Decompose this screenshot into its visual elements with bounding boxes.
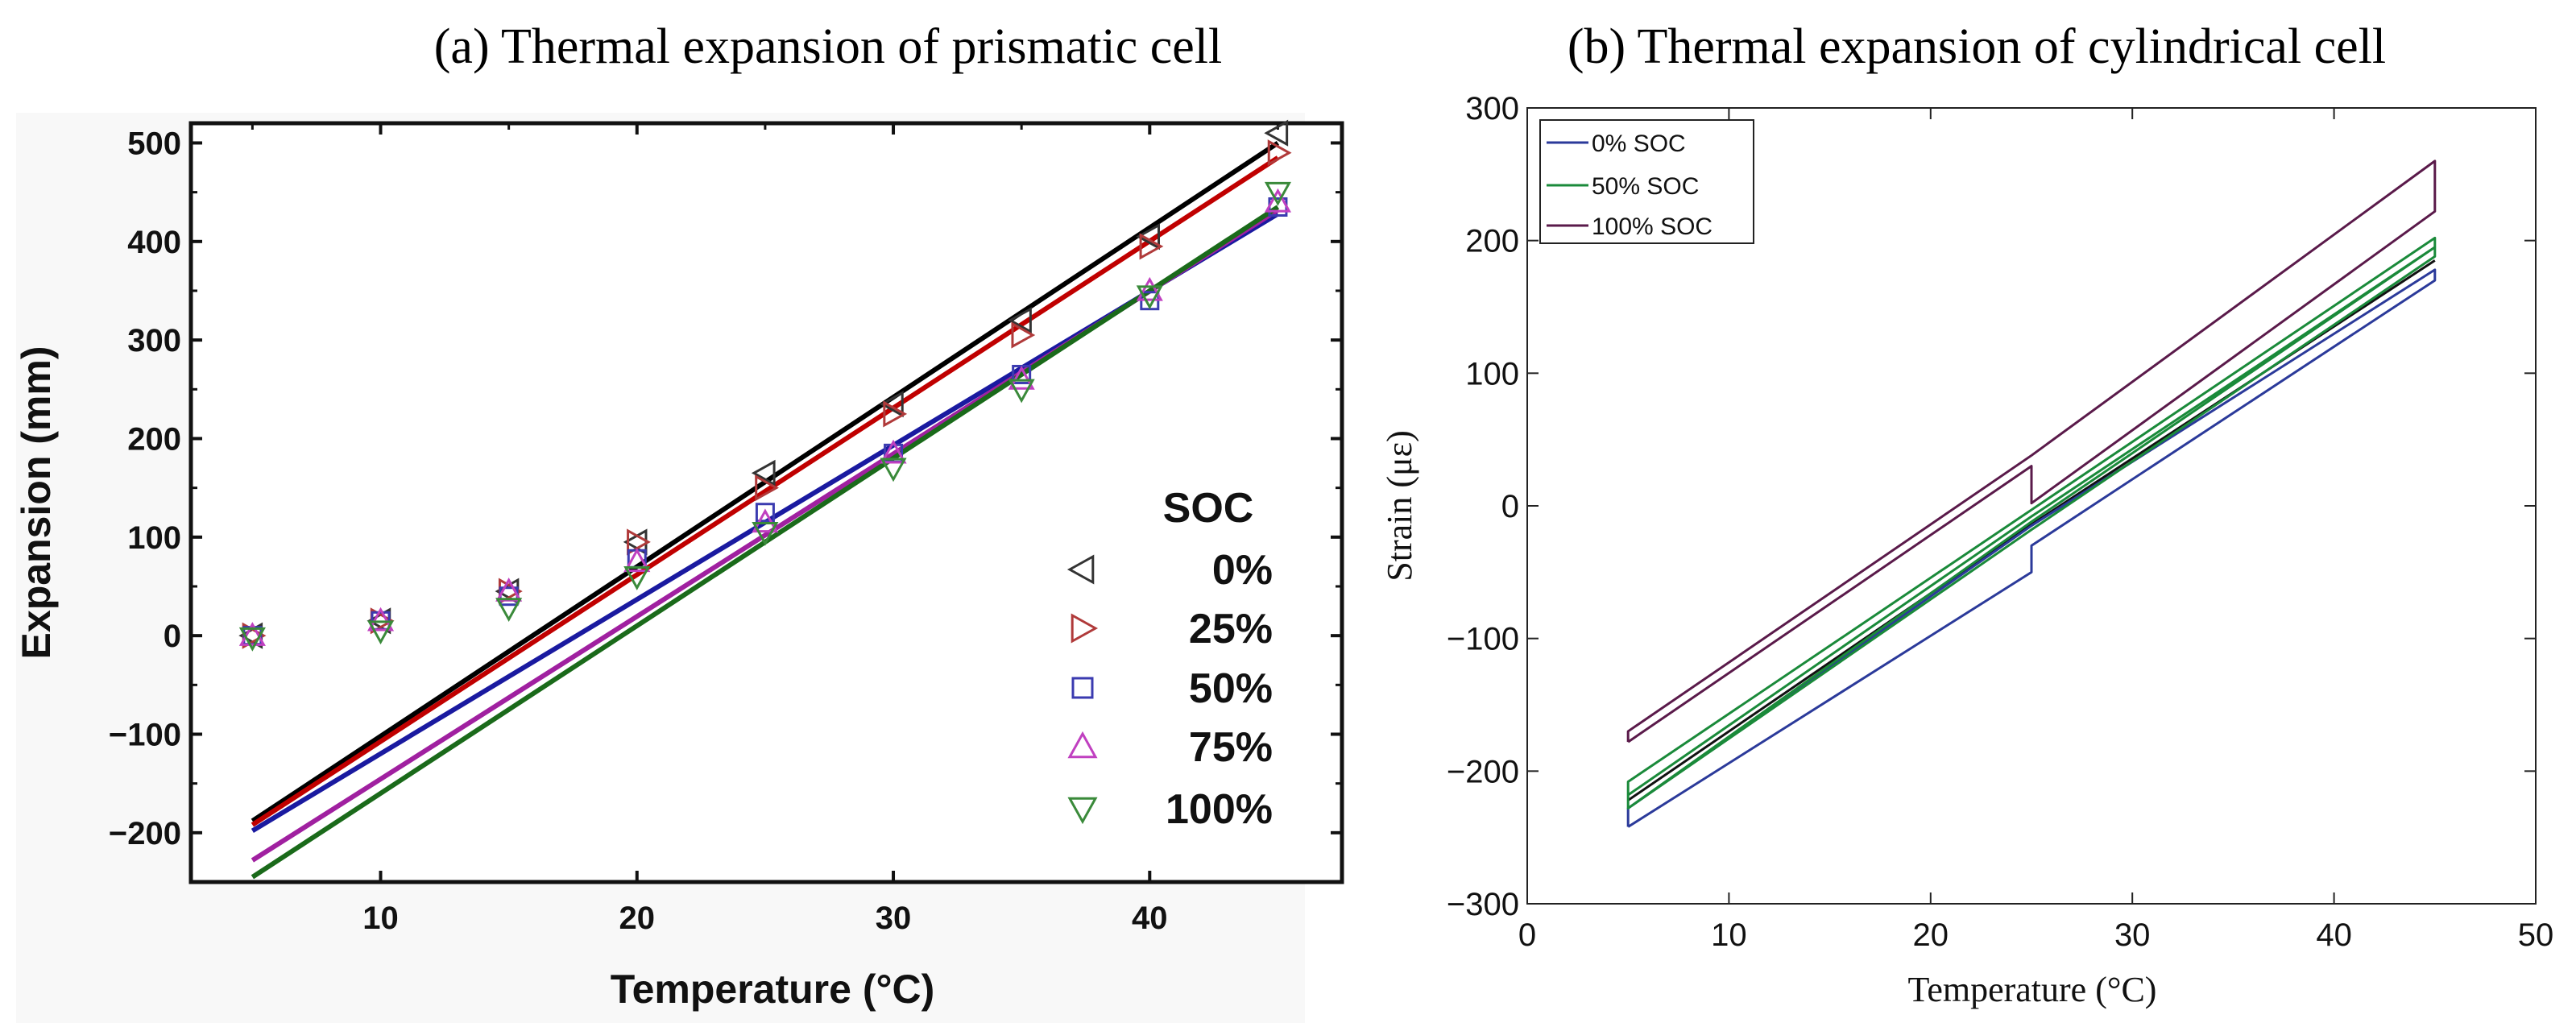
panel-a-y-axis-label: Expansion (mm) xyxy=(14,346,59,660)
panel-a-x-axis-label: Temperature (°C) xyxy=(611,967,934,1012)
y-tick-label: 200 xyxy=(127,421,181,457)
legend-label: 100% xyxy=(1166,786,1273,833)
y-tick-label: 100 xyxy=(1465,356,1519,391)
data-point-0pct xyxy=(1136,223,1161,251)
data-point-100pct xyxy=(623,566,651,590)
x-tick-label: 50 xyxy=(2518,917,2554,953)
x-tick-label: 10 xyxy=(1711,917,1747,953)
y-tick-label: 400 xyxy=(127,225,181,260)
data-point-100pct xyxy=(1008,379,1035,404)
y-tick-label: 0 xyxy=(1501,489,1519,524)
legend-label: 75% xyxy=(1189,724,1273,771)
y-tick-label: 0 xyxy=(164,619,181,654)
data-point-100pct xyxy=(880,458,907,482)
legend-title: SOC xyxy=(1163,485,1254,532)
data-point-75pct xyxy=(1008,365,1035,390)
data-point-50pct xyxy=(755,503,775,523)
y-tick-label: 300 xyxy=(1465,91,1519,126)
panel-b-legend: 0% SOC 50% SOC 100% SOC xyxy=(1539,119,1754,244)
legend-marker-25pct xyxy=(1071,613,1099,644)
data-point-25pct xyxy=(1011,321,1036,349)
y-tick-label: 200 xyxy=(1465,224,1519,259)
data-point-75pct xyxy=(238,622,266,646)
legend-label: 0% xyxy=(1212,547,1273,594)
data-point-25pct xyxy=(1267,139,1292,167)
data-point-75pct xyxy=(752,508,779,533)
y-tick-label: 100 xyxy=(127,520,181,556)
data-point-75pct xyxy=(367,607,395,632)
x-tick-label: 40 xyxy=(2316,917,2352,953)
legend-marker-75pct xyxy=(1067,731,1098,759)
y-tick-label: −200 xyxy=(1447,754,1519,789)
x-tick-label: 20 xyxy=(1913,917,1949,953)
panel-a-plot-area xyxy=(188,121,1344,884)
data-point-100pct xyxy=(1136,285,1163,310)
data-point-100pct xyxy=(367,620,395,645)
panel-b-title: (b) Thermal expansion of cylindrical cel… xyxy=(1568,19,2386,74)
legend-box xyxy=(1539,119,1754,244)
legend-marker-0pct xyxy=(1066,554,1095,585)
legend-label: 25% xyxy=(1189,606,1273,652)
y-tick-label: −100 xyxy=(109,717,181,752)
x-tick-label: 30 xyxy=(876,901,912,936)
data-point-0pct xyxy=(879,391,904,418)
legend-label: 0% SOC xyxy=(1592,130,1686,157)
data-point-100pct xyxy=(752,522,779,546)
data-point-75pct xyxy=(880,439,907,464)
legend-label: 50% SOC xyxy=(1592,173,1699,200)
legend-marker-50pct xyxy=(1071,677,1094,699)
data-point-25pct xyxy=(627,528,651,556)
fit-line-25pct xyxy=(251,155,1280,827)
y-tick-label: −100 xyxy=(1447,622,1519,657)
data-point-0pct xyxy=(751,459,776,487)
legend-marker-100pct xyxy=(1067,797,1098,825)
data-point-100pct xyxy=(495,598,523,622)
x-tick-label: 0 xyxy=(1518,917,1536,953)
series-line-50pct-soc xyxy=(1626,236,2437,810)
data-point-25pct xyxy=(1139,233,1164,260)
series-line-100pct-soc xyxy=(1626,159,2437,743)
y-tick-label: −300 xyxy=(1447,887,1519,922)
data-point-100pct xyxy=(1264,181,1291,206)
data-point-75pct xyxy=(495,578,523,602)
data-point-0pct xyxy=(1264,119,1289,147)
y-tick-label: 300 xyxy=(127,323,181,358)
panel-a-legend: SOC 0% 25% 50% 75% 100% xyxy=(1066,485,1273,833)
panel-a-prismatic: (a) Thermal expansion of prismatic cell … xyxy=(14,19,1344,1023)
data-point-25pct xyxy=(883,400,908,428)
panel-b-cylindrical: (b) Thermal expansion of cylindrical cel… xyxy=(1380,19,2553,1009)
data-point-75pct xyxy=(1136,276,1163,301)
legend-label: 50% xyxy=(1189,665,1273,712)
y-tick-label: 500 xyxy=(127,126,181,161)
data-point-75pct xyxy=(623,548,651,573)
data-point-0pct xyxy=(1008,307,1032,334)
legend-label: 100% SOC xyxy=(1592,213,1713,240)
y-tick-label: −200 xyxy=(109,816,181,851)
panel-b-x-axis-label: Temperature (°C) xyxy=(1908,970,2157,1009)
x-tick-label: 20 xyxy=(619,901,656,936)
data-point-100pct xyxy=(238,627,266,652)
data-point-25pct xyxy=(755,474,779,502)
panel-a-title: (a) Thermal expansion of prismatic cell xyxy=(434,19,1222,74)
panel-b-y-axis-label: Strain (με) xyxy=(1380,430,1419,581)
x-tick-label: 10 xyxy=(362,901,399,936)
x-tick-label: 30 xyxy=(2114,917,2151,953)
data-point-75pct xyxy=(1264,188,1291,213)
x-tick-label: 40 xyxy=(1132,901,1168,936)
